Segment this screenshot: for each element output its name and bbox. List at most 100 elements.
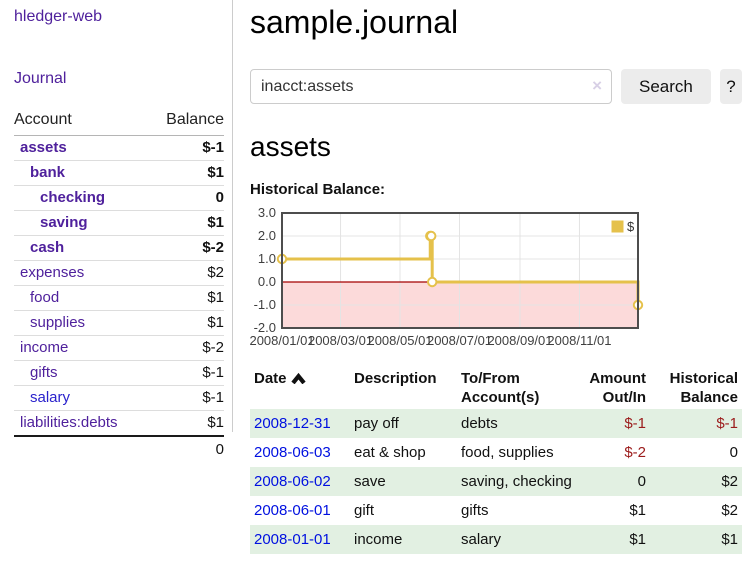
transaction-description: gift bbox=[354, 502, 375, 519]
account-row: saving $1 bbox=[14, 210, 224, 236]
account-balance: $-2 bbox=[148, 335, 224, 361]
transaction-date-link[interactable]: 2008-12-31 bbox=[254, 415, 331, 432]
account-link[interactable]: liabilities:debts bbox=[20, 414, 118, 431]
search-input[interactable] bbox=[250, 69, 612, 104]
page-title: sample.journal bbox=[250, 4, 459, 40]
chart-svg: $3.0 2.0 1.0 0.0 -1.0 -2.02008/01/012008/03/0… bbox=[249, 205, 644, 348]
transaction-accounts: saving, checking bbox=[457, 467, 578, 496]
chart-title: Historical Balance: bbox=[250, 181, 386, 198]
clear-search-icon[interactable]: × bbox=[592, 76, 602, 95]
transaction-description: save bbox=[350, 467, 457, 496]
transaction-amount: 0 bbox=[578, 467, 650, 496]
account-link[interactable]: salary bbox=[30, 389, 71, 406]
svg-text:-2.0: -2.0 bbox=[254, 320, 276, 335]
register-row: 2008-06-02 save saving, checking 0 $2 bbox=[250, 467, 742, 496]
legend-label: $ bbox=[627, 219, 635, 234]
svg-text:0.0: 0.0 bbox=[258, 274, 276, 289]
account-link[interactable]: assets bbox=[20, 139, 67, 156]
svg-text:2008/11/01: 2008/11/01 bbox=[547, 333, 611, 348]
account-link[interactable]: income bbox=[20, 339, 69, 356]
account-balance: $-1 bbox=[148, 135, 224, 161]
accounts-total-row: 0 bbox=[14, 436, 224, 462]
column-header-date[interactable]: Date bbox=[250, 367, 350, 409]
accounts-table: Account Balance assets $-1 bank $1 check… bbox=[14, 108, 224, 462]
account-balance: $1 bbox=[148, 310, 224, 336]
accounts-total-balance: 0 bbox=[215, 441, 224, 458]
legend-swatch bbox=[610, 219, 625, 234]
sidebar-divider bbox=[232, 0, 233, 432]
app-title-link[interactable]: hledger-web bbox=[14, 8, 103, 25]
account-link[interactable]: gifts bbox=[30, 364, 58, 381]
register-row: 2008-06-03 eat & shop food, supplies $-2… bbox=[250, 438, 742, 467]
account-row: supplies $1 bbox=[14, 310, 224, 336]
chart-point bbox=[427, 276, 438, 288]
account-row: bank $1 bbox=[14, 160, 224, 186]
sidebar-item-journal[interactable]: Journal bbox=[14, 70, 67, 87]
transaction-accounts: debts bbox=[457, 409, 578, 438]
account-row: salary $-1 bbox=[14, 385, 224, 411]
transaction-accounts: gifts bbox=[461, 502, 489, 519]
transaction-date-link[interactable]: 2008-06-03 bbox=[254, 444, 331, 461]
account-row: liabilities:debts $1 bbox=[14, 410, 224, 437]
account-link[interactable]: food bbox=[30, 289, 60, 306]
transaction-description: eat & shop bbox=[354, 444, 426, 461]
svg-text:2008/03/01: 2008/03/01 bbox=[308, 333, 373, 348]
account-balance: 0 bbox=[148, 185, 224, 211]
svg-text:3.0: 3.0 bbox=[258, 205, 276, 220]
chart-legend: $ bbox=[610, 219, 635, 234]
account-heading: assets bbox=[250, 131, 331, 162]
transaction-balance: $1 bbox=[650, 525, 742, 554]
account-balance: $1 bbox=[148, 210, 224, 236]
transaction-amount: $1 bbox=[578, 525, 650, 554]
account-balance: $-1 bbox=[148, 360, 224, 386]
transaction-date-link[interactable]: 2008-06-02 bbox=[254, 473, 331, 490]
svg-text:2008/09/01: 2008/09/01 bbox=[487, 333, 552, 348]
column-header-accounts: To/From Account(s) bbox=[461, 370, 540, 406]
help-button[interactable]: ? bbox=[719, 69, 742, 104]
transaction-accounts: salary bbox=[457, 525, 578, 554]
transaction-accounts: food, supplies bbox=[461, 444, 554, 461]
search-bar: × Search ? bbox=[250, 69, 742, 104]
accounts-col-balance: Balance bbox=[148, 108, 224, 136]
account-balance: $2 bbox=[148, 260, 224, 286]
account-link[interactable]: saving bbox=[40, 214, 88, 231]
account-link[interactable]: cash bbox=[30, 239, 65, 256]
transaction-balance: $-1 bbox=[650, 409, 742, 438]
account-balance: $1 bbox=[148, 160, 224, 186]
account-balance: $1 bbox=[148, 410, 224, 437]
transaction-date-link[interactable]: 2008-06-01 bbox=[254, 502, 331, 519]
transaction-balance: $2 bbox=[721, 502, 738, 519]
chart-point bbox=[426, 230, 437, 242]
svg-text:2008/01/01: 2008/01/01 bbox=[249, 333, 314, 348]
account-link[interactable]: expenses bbox=[20, 264, 85, 281]
account-link[interactable]: checking bbox=[40, 189, 106, 206]
column-header-balance: Historical Balance bbox=[669, 370, 738, 406]
account-row: cash $-2 bbox=[14, 235, 224, 261]
sidebar: hledger-web Journal Account Balance asse… bbox=[0, 0, 232, 462]
register-row: 2008-06-01 gift gifts $1 $2 bbox=[250, 496, 742, 525]
transaction-balance: $2 bbox=[650, 467, 742, 496]
account-row: food $1 bbox=[14, 285, 224, 311]
account-balance: $-2 bbox=[148, 235, 224, 261]
svg-text:2.0: 2.0 bbox=[258, 228, 276, 243]
main-content: sample.journal × Search ? assets Histori… bbox=[249, 0, 742, 554]
register-row: 2008-01-01 income salary $1 $1 bbox=[250, 525, 742, 554]
transaction-amount: $1 bbox=[629, 502, 646, 519]
transaction-date-link[interactable]: 2008-01-01 bbox=[254, 531, 331, 548]
chart-border bbox=[281, 212, 639, 329]
transaction-description: pay off bbox=[350, 409, 457, 438]
transaction-amount: $-2 bbox=[624, 444, 646, 461]
account-row: assets $-1 bbox=[14, 135, 224, 161]
register-table: Date Description To/From Account(s) Amou… bbox=[250, 367, 742, 554]
register-row: 2008-12-31 pay off debts $-1 $-1 bbox=[250, 409, 742, 438]
account-row: expenses $2 bbox=[14, 260, 224, 286]
transaction-description: income bbox=[350, 525, 457, 554]
account-link[interactable]: bank bbox=[30, 164, 66, 181]
svg-text:2008/05/01: 2008/05/01 bbox=[367, 333, 432, 348]
column-header-amount: Amount Out/In bbox=[589, 370, 646, 406]
account-link[interactable]: supplies bbox=[30, 314, 86, 331]
balance-chart: $3.0 2.0 1.0 0.0 -1.0 -2.0 2008/01/01 2008/03/0… bbox=[249, 205, 650, 350]
transaction-amount: $-1 bbox=[578, 409, 650, 438]
account-row: income $-2 bbox=[14, 335, 224, 361]
search-button[interactable]: Search bbox=[621, 69, 711, 104]
